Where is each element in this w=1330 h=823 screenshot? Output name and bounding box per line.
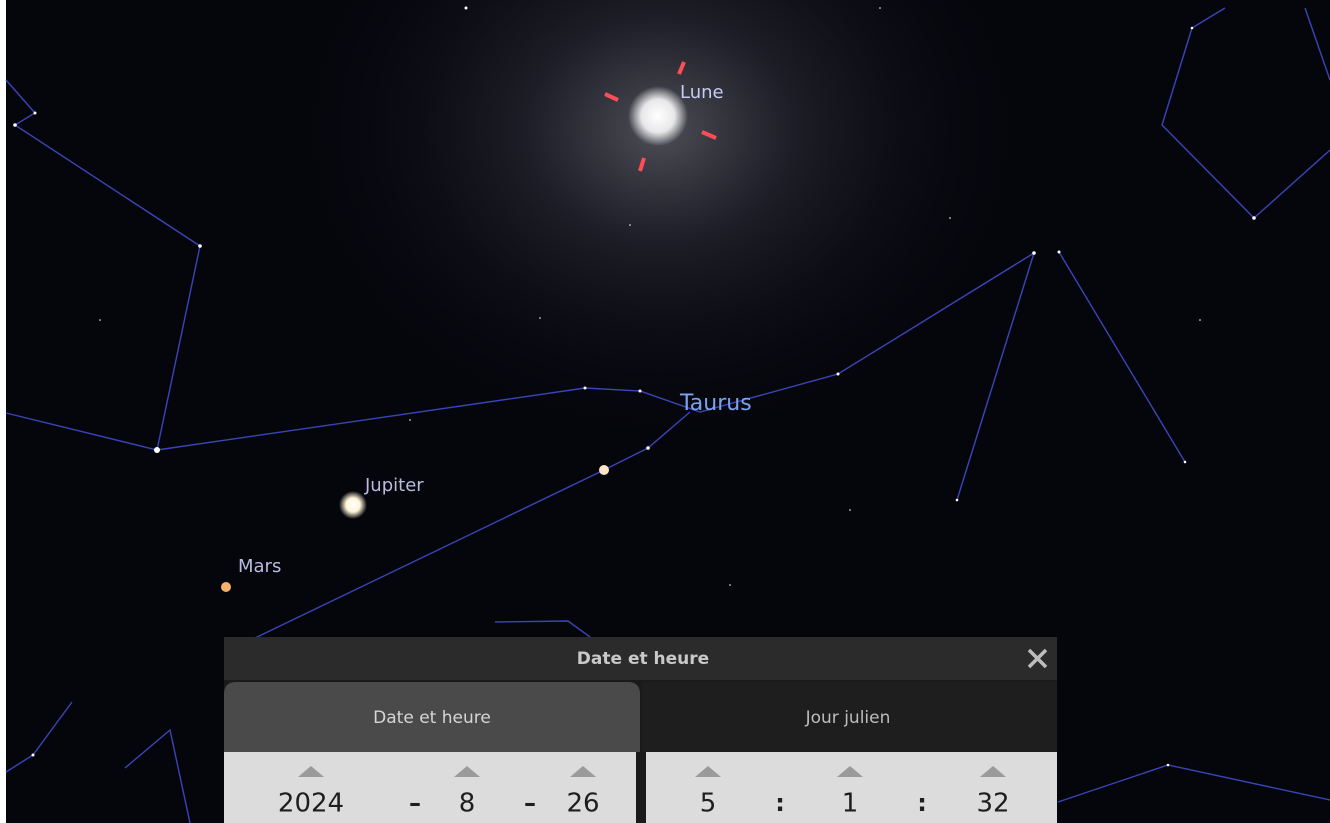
mars-label: Mars (238, 556, 281, 577)
moon (628, 86, 688, 146)
date-time-dialog: Date et heure Date et heure Jour julien … (224, 637, 1057, 823)
moon-glow (280, 0, 1040, 450)
time-panel (646, 752, 1057, 823)
tab-active[interactable] (224, 682, 640, 752)
spin-up-arrow[interactable] (695, 766, 721, 777)
window-edge (0, 0, 6, 823)
spin-up-arrow[interactable] (837, 766, 863, 777)
close-button[interactable] (1027, 648, 1048, 669)
tab-label: Date et heure (373, 708, 491, 728)
mars (221, 582, 231, 592)
spin-value[interactable]: 1 (842, 789, 859, 819)
constellation-label: Taurus (679, 391, 752, 416)
selection-marker (604, 61, 717, 172)
separator: – (409, 789, 421, 817)
spin-up-arrow[interactable] (980, 766, 1006, 777)
separator: – (524, 789, 536, 817)
tab-inactive[interactable] (642, 682, 1057, 752)
dialog-title: Date et heure (577, 649, 709, 669)
spin-value[interactable]: 32 (976, 789, 1009, 819)
separator: : (775, 789, 785, 817)
separator: : (917, 789, 927, 817)
spin-value[interactable]: 2024 (278, 789, 344, 819)
jupiter (339, 491, 367, 519)
spin-up-arrow[interactable] (454, 766, 480, 777)
spin-up-arrow[interactable] (298, 766, 324, 777)
spin-value[interactable]: 26 (566, 789, 599, 819)
date-panel (224, 752, 636, 823)
spin-up-arrow[interactable] (570, 766, 596, 777)
dialog-title-bar (224, 637, 1057, 680)
jupiter-label: Jupiter (364, 475, 424, 496)
stars (13, 6, 1256, 767)
tab-label: Jour julien (805, 708, 891, 728)
spin-value[interactable]: 5 (700, 789, 717, 819)
moon-label: Lune (680, 82, 724, 103)
star-bright (599, 465, 609, 475)
spin-value[interactable]: 8 (459, 789, 476, 819)
